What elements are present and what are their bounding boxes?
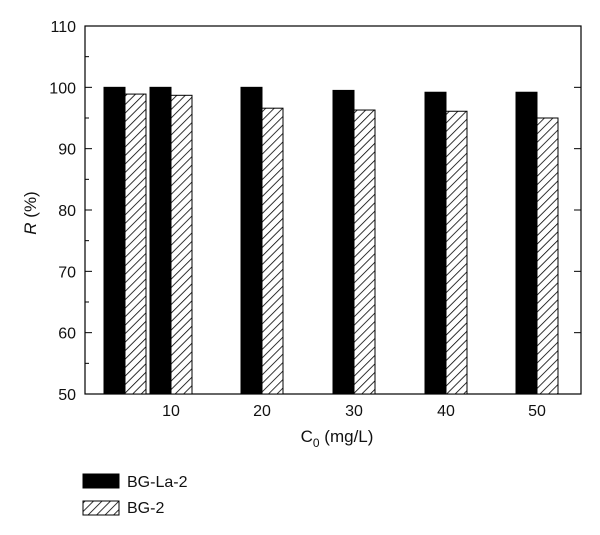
bar-bg-la-2-10 [149, 86, 172, 395]
y-axis-title: R (%) [21, 191, 40, 234]
bar-bg-la-2-30 [332, 89, 355, 395]
y-tick-label: 60 [58, 326, 76, 343]
y-tick-label: 110 [50, 19, 76, 36]
bar-bg-la-2-20 [240, 86, 263, 395]
x-tick-label: 10 [162, 403, 180, 420]
legend-swatch-bg-2 [82, 500, 120, 516]
x-axis-title: C0 (mg/L) [301, 427, 374, 450]
legend-label-bg-2: BG-2 [127, 500, 164, 517]
bars-group [103, 86, 559, 395]
bar-bg-2-5 [124, 93, 147, 395]
bar-bg-2-30 [353, 109, 376, 395]
bar-bg-la-2-50 [515, 91, 538, 395]
y-tick-label: 90 [58, 142, 76, 159]
y-axis-title-unit: (%) [21, 191, 40, 222]
y-tick-label: 80 [58, 203, 76, 220]
x-tick-label: 40 [437, 403, 455, 420]
x-axis-title-subscript: 0 [313, 436, 320, 450]
y-tick-label: 70 [58, 264, 76, 281]
bar-bg-la-2-40 [424, 91, 447, 395]
y-axis: 50 60 70 80 90 100 110 [49, 19, 581, 404]
bar-bg-2-50 [536, 117, 559, 395]
bar-bg-2-20 [261, 107, 284, 395]
legend-label-bg-la-2: BG-La-2 [127, 474, 188, 491]
y-axis-title-italic: R [21, 222, 40, 234]
x-axis-title-unit: (mg/L) [320, 427, 374, 446]
bar-bg-2-40 [445, 110, 468, 395]
x-axis-title-main: C [301, 427, 313, 446]
y-tick-label: 100 [49, 80, 76, 97]
x-tick-label: 50 [528, 403, 546, 420]
bar-bg-2-10 [170, 94, 193, 395]
y-tick-label: 50 [58, 387, 76, 404]
x-tick-label: 30 [345, 403, 363, 420]
x-tick-label: 20 [253, 403, 271, 420]
legend: BG-La-2 BG-2 [82, 473, 188, 517]
legend-swatch-bg-la-2 [82, 473, 120, 489]
bar-bg-la-2-5 [103, 86, 126, 395]
